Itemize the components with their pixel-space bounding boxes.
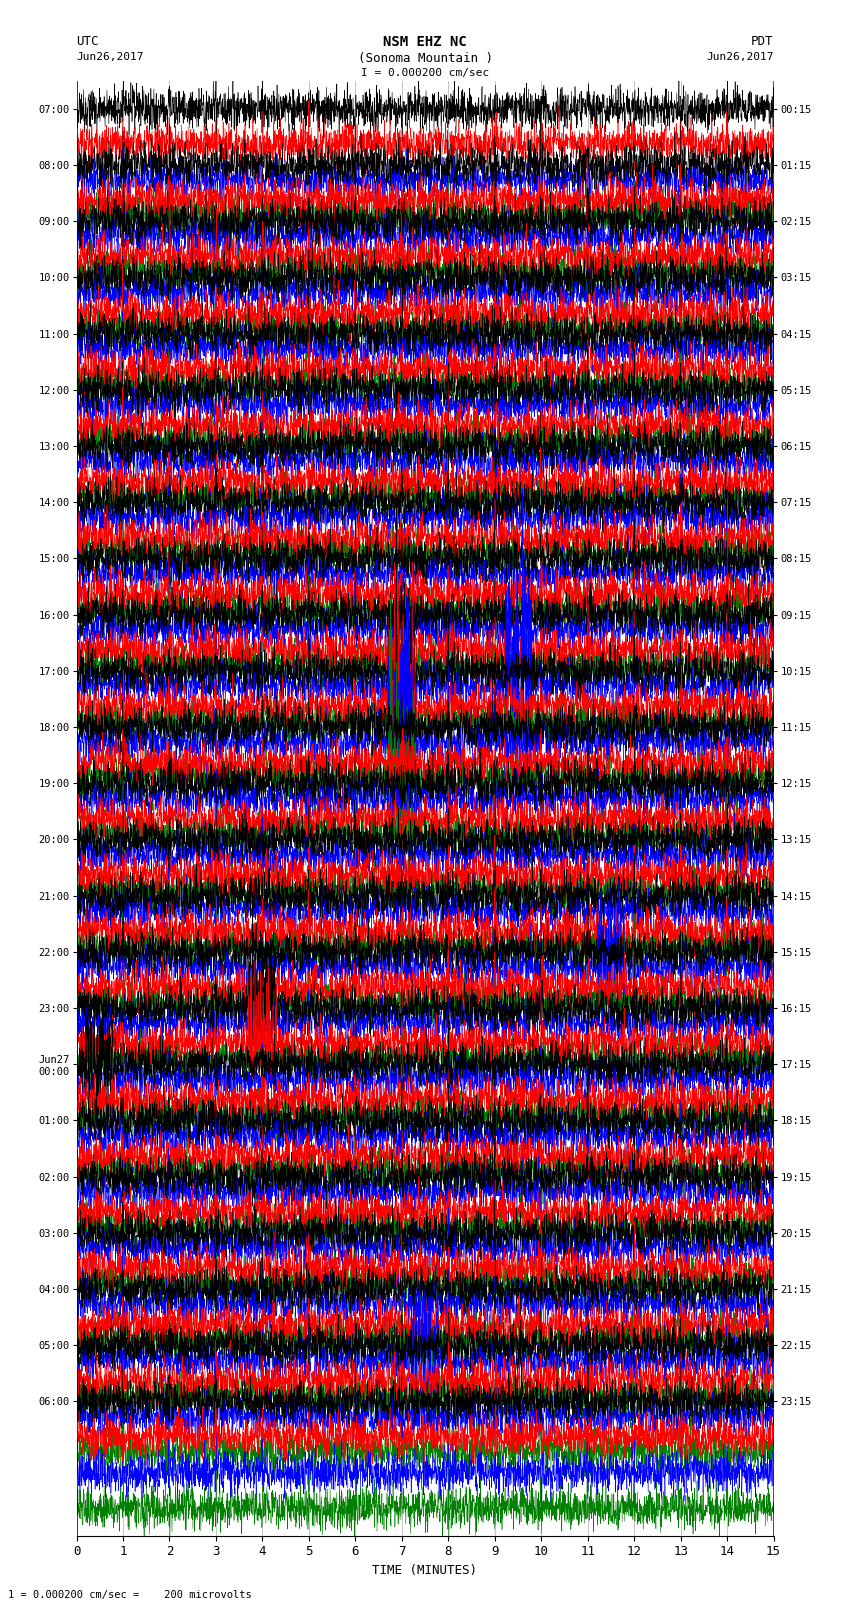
Text: Jun26,2017: Jun26,2017 xyxy=(76,52,144,61)
Text: I = 0.000200 cm/sec: I = 0.000200 cm/sec xyxy=(361,68,489,77)
Text: UTC: UTC xyxy=(76,35,99,48)
Text: NSM EHZ NC: NSM EHZ NC xyxy=(383,35,467,50)
Text: 1 = 0.000200 cm/sec =    200 microvolts: 1 = 0.000200 cm/sec = 200 microvolts xyxy=(8,1590,252,1600)
Text: (Sonoma Mountain ): (Sonoma Mountain ) xyxy=(358,52,492,65)
Text: PDT: PDT xyxy=(751,35,774,48)
Text: Jun26,2017: Jun26,2017 xyxy=(706,52,774,61)
X-axis label: TIME (MINUTES): TIME (MINUTES) xyxy=(372,1565,478,1578)
